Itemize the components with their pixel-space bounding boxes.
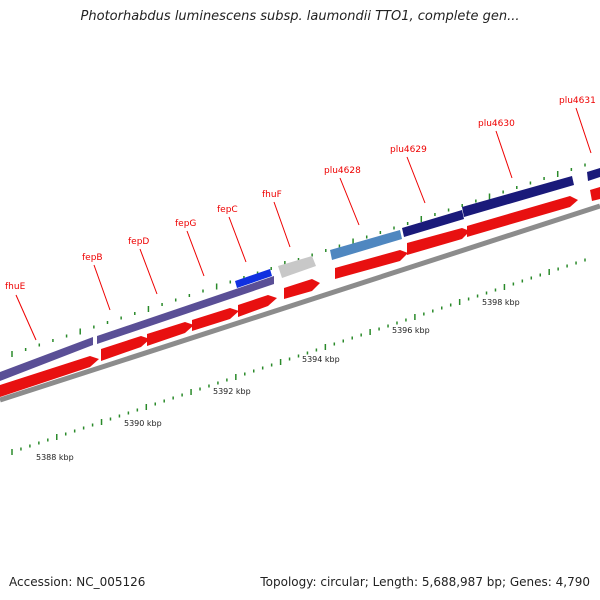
gene-label-plu4630[interactable]: plu4630 [478, 119, 515, 129]
gene-fepB-forward[interactable] [101, 336, 150, 361]
label-leader-line [139, 248, 158, 295]
gene-label-fepC[interactable]: fepC [217, 205, 238, 215]
gene-label-fhuF[interactable]: fhuF [262, 190, 282, 200]
reverse-strand-track [0, 168, 600, 381]
gene-label-fhuE[interactable]: fhuE [5, 282, 26, 292]
label-leader-line [575, 107, 592, 154]
gene-label-plu4631[interactable]: plu4631 [559, 96, 596, 106]
topology-label: Topology: circular; Length: 5,688,987 bp… [260, 575, 590, 589]
inner-tick-marks [11, 258, 586, 455]
accession-label: Accession: NC_005126 [9, 575, 146, 589]
gene-fhuE-reverse[interactable] [0, 337, 93, 381]
gene-fepG-forward[interactable] [192, 308, 239, 331]
scale-label-5388: 5388 kbp [36, 453, 74, 462]
gene-plu4630-reverse[interactable] [462, 176, 574, 217]
forward-strand-track [0, 187, 600, 397]
map-title: Photorhabdus luminescens subsp. laumondi… [80, 9, 520, 24]
gene-label-fepD[interactable]: fepD [128, 237, 149, 247]
label-leader-line [228, 216, 247, 263]
label-leader-line [406, 156, 426, 204]
gene-plu4629-forward[interactable] [407, 228, 470, 255]
label-leader-line [186, 230, 205, 277]
gene-fepC-forward[interactable] [238, 295, 277, 317]
gene-plu4628-forward[interactable] [335, 250, 408, 279]
label-leader-line [495, 130, 513, 179]
gene-fepD-forward[interactable] [147, 322, 194, 346]
scale-label-5398: 5398 kbp [482, 298, 520, 307]
label-leader-line [15, 294, 37, 341]
label-leader-line [93, 264, 111, 311]
gene-plu4628-reverse[interactable] [330, 230, 402, 260]
gene-label-fepB[interactable]: fepB [82, 253, 103, 263]
gene-label-plu4628[interactable]: plu4628 [324, 166, 361, 176]
gene-plu4629-reverse[interactable] [402, 210, 464, 237]
label-leader-line [339, 177, 360, 226]
gene-plu4631-forward[interactable] [590, 187, 600, 201]
gene-fhuF-grey[interactable] [278, 256, 316, 278]
gene-fepB-fepD-fepG-reverse[interactable] [97, 276, 274, 344]
scale-label-5394: 5394 kbp [302, 355, 340, 364]
label-leader-line [273, 201, 291, 248]
scale-labels: 5388 kbp 5390 kbp 5392 kbp 5394 kbp 5396… [36, 298, 520, 462]
gene-fepC-reverse[interactable] [235, 269, 272, 288]
gene-plu4630-forward[interactable] [467, 196, 578, 237]
gene-plu4631-reverse[interactable] [587, 168, 600, 181]
gene-labels: fhuE fepB fepD fepG fepC fhuF plu4628 pl… [5, 96, 596, 292]
genome-backbone [0, 203, 600, 403]
gene-fhuF-forward[interactable] [284, 279, 320, 299]
scale-label-5396: 5396 kbp [392, 326, 430, 335]
gene-label-fepG[interactable]: fepG [175, 219, 196, 229]
label-leader-lines [15, 107, 592, 341]
gene-fhuE-forward[interactable] [0, 356, 99, 397]
scale-label-5390: 5390 kbp [124, 419, 162, 428]
gene-label-plu4629[interactable]: plu4629 [390, 145, 427, 155]
scale-label-5392: 5392 kbp [213, 387, 251, 396]
outer-tick-marks [11, 163, 586, 357]
